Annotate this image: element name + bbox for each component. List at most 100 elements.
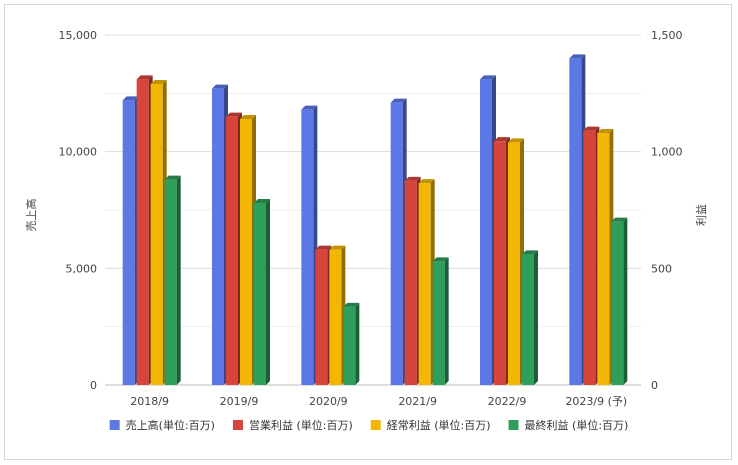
bar-3-4 [418, 179, 435, 385]
bar-top [390, 98, 407, 103]
bar-top [301, 105, 318, 110]
bar-1-6 [569, 54, 586, 385]
legend-label: 営業利益 (単位:百万) [249, 418, 353, 432]
bar-front [432, 261, 445, 385]
bar-1-5 [480, 75, 496, 385]
bar-side [176, 175, 181, 385]
legend-item-3: 経常利益 (単位:百万) [370, 418, 491, 432]
bar-front [226, 116, 238, 386]
bar-side [623, 217, 628, 385]
bar-4-5 [522, 250, 538, 385]
right-axis-ticks: 0 500 1,000 1,500 [651, 29, 683, 392]
left-tick-label: 5,000 [66, 262, 98, 275]
bar-top [480, 75, 496, 80]
bar-front [164, 179, 177, 385]
bar-front [569, 58, 582, 385]
x-tick-label: 2023/9 (予) [565, 395, 627, 408]
bar-top [212, 84, 228, 89]
bar-1-2 [212, 84, 228, 386]
bar-3-5 [508, 138, 524, 385]
bar-top [583, 126, 600, 131]
x-tick-label: 2018/9 [130, 395, 169, 408]
bar-4-4 [432, 257, 449, 385]
bar-front [122, 100, 135, 385]
bar-top [597, 129, 614, 133]
legend-label: 最終利益 (単位:百万) [525, 418, 629, 432]
bar-top [494, 137, 510, 142]
legend-swatch [508, 420, 519, 430]
chart-svg: 0 5,000 10,000 15,000 0 500 1,000 1,500 2018/9… [24, 29, 708, 432]
bar-3-1 [150, 80, 167, 385]
bar-1-1 [122, 96, 139, 385]
bar-3-6 [597, 129, 614, 385]
x-tick-label: 2021/9 [398, 395, 437, 408]
bar-top [150, 80, 167, 84]
bar-2-3 [315, 245, 332, 385]
bar-top [315, 245, 332, 250]
x-tick-label: 2020/9 [309, 395, 348, 408]
right-tick-label: 500 [651, 262, 672, 275]
bar-front [343, 306, 356, 385]
bar-front [254, 203, 266, 385]
bar-front [212, 88, 224, 386]
bar-2-5 [494, 137, 510, 385]
right-axis-label: 利益 [694, 204, 708, 226]
bar-side [355, 302, 360, 385]
bar-front [390, 102, 403, 386]
bar-4-1 [164, 175, 181, 385]
bar-front [315, 249, 328, 385]
bar-front [301, 109, 314, 386]
bar-top [418, 179, 435, 184]
bar-side [266, 199, 270, 385]
bar-4-6 [611, 217, 628, 385]
bar-front [611, 221, 624, 385]
legend-item-2: 営業利益 (単位:百万) [232, 418, 353, 432]
bar-front [597, 133, 610, 385]
bar-front [583, 130, 596, 385]
bar-top [164, 175, 181, 180]
bar-side [534, 250, 538, 385]
legend-item-4: 最終利益 (単位:百万) [508, 418, 629, 432]
bar-front [480, 79, 492, 385]
x-tick-label: 2022/9 [488, 395, 527, 408]
x-axis-ticks: 2018/9 2019/9 2020/9 2021/9 2022/9 2023/9 (予) [130, 395, 627, 408]
bar-2-1 [136, 75, 153, 385]
left-tick-label: 15,000 [59, 29, 98, 42]
bar-top [432, 257, 449, 262]
right-tick-label: 0 [651, 379, 658, 392]
bar-top [240, 115, 256, 119]
bar-2-4 [404, 176, 421, 385]
bar-front [136, 79, 149, 385]
bar-front [494, 141, 506, 385]
bar-top [136, 75, 153, 80]
bar-1-4 [390, 98, 407, 386]
legend: 売上高(単位:百万) 営業利益 (単位:百万) 経常利益 (単位:百万) 最終利益 (… [109, 418, 629, 432]
x-tick-label: 2019/9 [220, 395, 259, 408]
legend-swatch [370, 420, 381, 430]
bar-4-2 [254, 199, 270, 385]
right-tick-label: 1,500 [651, 29, 683, 42]
bar-top [522, 250, 538, 255]
bar-2-2 [226, 112, 242, 386]
bar-front [150, 84, 163, 385]
legend-label: 経常利益 (単位:百万) [387, 418, 491, 432]
bar-top [343, 302, 360, 307]
gridlines [105, 34, 641, 386]
legend-item-1: 売上高(単位:百万) [109, 418, 215, 432]
legend-label: 売上高(単位:百万) [126, 418, 215, 432]
left-tick-label: 0 [90, 379, 97, 392]
left-axis-label: 売上高 [24, 199, 38, 232]
bar-top [611, 217, 628, 222]
left-tick-label: 10,000 [59, 146, 98, 159]
bar-side [444, 257, 449, 385]
bar-front [508, 142, 520, 385]
bar-4-3 [343, 302, 360, 385]
bar-front [404, 180, 417, 385]
bar-top [569, 54, 586, 59]
bar-3-3 [329, 245, 346, 385]
legend-swatch [232, 420, 243, 430]
chart-frame: 0 5,000 10,000 15,000 0 500 1,000 1,500 2018/9… [4, 4, 732, 460]
bar-front [240, 119, 252, 385]
bar-top [122, 96, 139, 101]
bar-front [418, 183, 431, 385]
